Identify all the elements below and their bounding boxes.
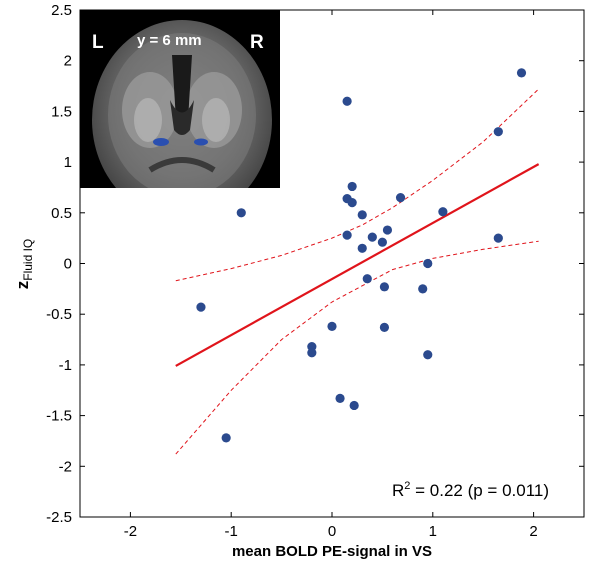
brain-ventricle-left (172, 55, 192, 120)
y-tick-label: -2.5 (46, 509, 72, 526)
data-point (362, 274, 372, 284)
brain-caudate-left (134, 98, 162, 142)
data-point (382, 225, 393, 235)
brain-inset: L y = 6 mm R (80, 10, 280, 188)
r2-prefix: R (392, 481, 404, 500)
y-tick-labels: -2.5 -2 -1.5 -1 -0.5 0 0.5 1 1.5 2 2.5 (46, 2, 72, 526)
r2-annotation: R2 = 0.22 (p = 0.011) (392, 480, 549, 500)
data-point (357, 243, 367, 253)
y-tick-label: 2 (64, 53, 72, 70)
y-axis-label-sub: Fluid IQ (21, 239, 35, 281)
y-tick-label: 0.5 (51, 205, 72, 222)
data-point (307, 348, 317, 358)
vs-roi-right (194, 138, 208, 146)
y-tick-label: 1.5 (51, 103, 72, 120)
data-point (377, 237, 387, 247)
data-point (379, 282, 390, 292)
fit-line-group (175, 163, 540, 367)
data-point (395, 192, 406, 203)
data-point (516, 68, 527, 78)
inset-coordinate-label: y = 6 mm (137, 32, 202, 49)
x-tick-labels: -2 -1 0 1 2 (124, 523, 538, 540)
y-tick-label: -1.5 (46, 408, 72, 425)
data-point (347, 181, 357, 192)
inset-left-label: L (92, 32, 104, 53)
regression-line (175, 163, 540, 367)
brain-ventricle-center (170, 100, 194, 135)
data-point (493, 233, 503, 243)
y-axis-label: zFluid IQ (13, 239, 35, 290)
data-point (418, 284, 428, 294)
data-point (221, 433, 231, 443)
r2-rest: = 0.22 (p = 0.011) (410, 481, 549, 500)
x-tick-label: 0 (328, 523, 336, 540)
x-tick-label: 2 (529, 523, 537, 540)
data-point (379, 322, 390, 332)
inset-right-label: R (250, 32, 264, 53)
data-point (423, 350, 433, 360)
vs-roi-left (153, 138, 169, 146)
data-point (367, 232, 377, 242)
data-point (196, 302, 206, 312)
data-point (438, 207, 448, 217)
x-axis-label: mean BOLD PE-signal in VS (232, 543, 432, 560)
y-tick-label: -1 (59, 357, 72, 374)
x-tick-label: -1 (225, 523, 238, 540)
y-tick-label: 1 (64, 154, 72, 171)
y-tick-label: 0 (64, 256, 72, 273)
y-tick-label: -0.5 (46, 306, 72, 323)
data-point (423, 258, 433, 269)
data-point (327, 321, 337, 331)
x-tick-label: 1 (429, 523, 437, 540)
data-points (196, 68, 527, 443)
confidence-bands (175, 88, 539, 455)
y-tick-label: 2.5 (51, 2, 72, 19)
svg-text:zFluid IQ: zFluid IQ (13, 239, 35, 290)
x-tick-label: -2 (124, 523, 137, 540)
y-tick-label: -2 (59, 458, 72, 475)
data-point (493, 127, 503, 137)
data-point (236, 208, 246, 218)
data-point (342, 96, 352, 106)
brain-base (148, 157, 216, 173)
brain-caudate-right (202, 98, 230, 142)
ci-lower-line (175, 240, 539, 455)
data-point (342, 230, 352, 240)
data-point (349, 400, 359, 411)
data-point (357, 210, 367, 220)
y-axis-label-main: z (13, 281, 32, 290)
data-point (347, 198, 357, 208)
data-point (335, 393, 345, 403)
r2-superscript: 2 (404, 480, 410, 492)
